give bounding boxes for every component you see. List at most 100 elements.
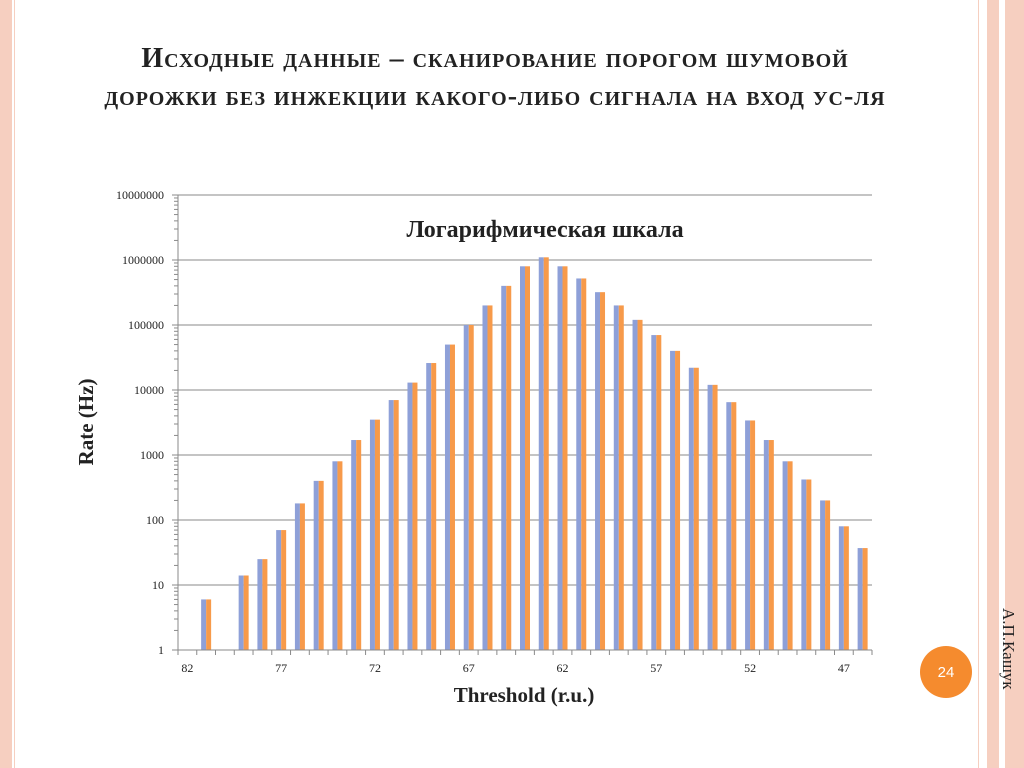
y-tick-label: 100000	[128, 318, 164, 332]
chart-title: Логарифмическая шкала	[406, 217, 683, 243]
x-tick-label: 62	[557, 661, 569, 675]
bar	[482, 305, 488, 650]
bar	[299, 503, 305, 650]
bar	[670, 350, 676, 650]
bar	[468, 325, 474, 650]
bar	[806, 479, 812, 650]
bar	[294, 503, 300, 650]
bar	[763, 440, 769, 650]
bar	[731, 402, 737, 650]
bar	[318, 480, 324, 650]
bar	[768, 440, 774, 650]
y-tick-label: 1000000	[122, 253, 164, 267]
bar	[351, 440, 357, 650]
bar	[374, 419, 380, 650]
bar	[369, 419, 375, 650]
bar	[562, 266, 568, 650]
y-tick-label: 10	[152, 578, 164, 592]
bar	[745, 420, 751, 650]
bar	[820, 500, 826, 650]
page-number-badge: 24	[920, 646, 972, 698]
bar	[506, 285, 512, 650]
bar	[693, 367, 699, 650]
bar	[712, 384, 718, 650]
bar	[449, 344, 455, 650]
bar	[444, 344, 450, 650]
bar	[501, 285, 507, 650]
bar	[782, 461, 788, 650]
bar	[750, 420, 756, 650]
bar	[726, 402, 732, 650]
left-border-decoration	[0, 0, 15, 768]
bar	[543, 257, 549, 650]
bar	[632, 319, 638, 650]
bar	[651, 335, 657, 650]
slide-title-line-1: Исходные данные – сканирование порогом ш…	[141, 43, 849, 74]
bar	[838, 526, 844, 650]
bar	[618, 305, 624, 650]
bar	[857, 548, 863, 650]
bar	[613, 305, 619, 650]
bar	[276, 530, 282, 650]
bar	[337, 461, 343, 650]
right-border-line	[978, 0, 979, 768]
y-tick-label: 10000	[134, 383, 164, 397]
bar	[313, 480, 319, 650]
bar	[538, 257, 544, 650]
bar	[356, 440, 362, 650]
bar	[201, 599, 207, 650]
bar	[463, 325, 469, 650]
bar	[238, 575, 244, 650]
x-tick-label: 67	[463, 661, 475, 675]
bar	[825, 500, 831, 650]
bar	[412, 382, 418, 650]
bar	[525, 266, 530, 650]
bar	[787, 461, 793, 650]
bar	[600, 292, 606, 650]
bar	[688, 367, 694, 650]
x-tick-label: 72	[369, 661, 381, 675]
bar	[637, 319, 643, 650]
bar	[431, 363, 437, 650]
x-tick-label: 47	[838, 661, 850, 675]
chart-axes: 1 10 100 1000 10000 100000 1000000 10000000 82 77…	[116, 188, 873, 675]
bar	[206, 599, 212, 650]
bar	[595, 292, 601, 650]
x-tick-label: 52	[744, 661, 756, 675]
chart-bars	[201, 257, 868, 650]
bar	[426, 363, 432, 650]
bar	[656, 335, 662, 650]
y-tick-label: 1000	[140, 448, 164, 462]
author-credit: А.П.Кашук	[998, 608, 1018, 690]
right-border-band	[1005, 0, 1024, 768]
bar	[407, 382, 413, 650]
bar	[801, 479, 807, 650]
x-tick-label: 77	[275, 661, 287, 675]
bar	[257, 559, 263, 650]
bar	[843, 526, 849, 650]
bar	[332, 461, 338, 650]
x-axis-title: Threshold (r.u.)	[454, 683, 595, 707]
slide-title-line-2: дорожки без инжекции какого-либо сигнала…	[104, 81, 886, 112]
y-tick-label: 10000000	[116, 188, 164, 202]
y-tick-label: 100	[146, 513, 164, 527]
bar	[862, 548, 868, 650]
bar	[576, 278, 582, 650]
bar	[675, 350, 681, 650]
bar	[281, 530, 287, 650]
bar	[487, 305, 493, 650]
bar	[520, 266, 525, 650]
bar	[707, 384, 713, 650]
bar	[581, 278, 587, 650]
y-tick-label: 1	[158, 643, 164, 657]
slide-title: Исходные данные – сканирование порогом ш…	[20, 40, 970, 116]
x-tick-label: 57	[650, 661, 662, 675]
bar	[388, 400, 394, 650]
y-axis-title: Rate (Hz)	[74, 379, 98, 466]
bar	[557, 266, 563, 650]
right-border-stripe	[987, 0, 999, 768]
bar	[393, 400, 399, 650]
x-tick-label: 82	[181, 661, 193, 675]
bar	[262, 559, 268, 650]
